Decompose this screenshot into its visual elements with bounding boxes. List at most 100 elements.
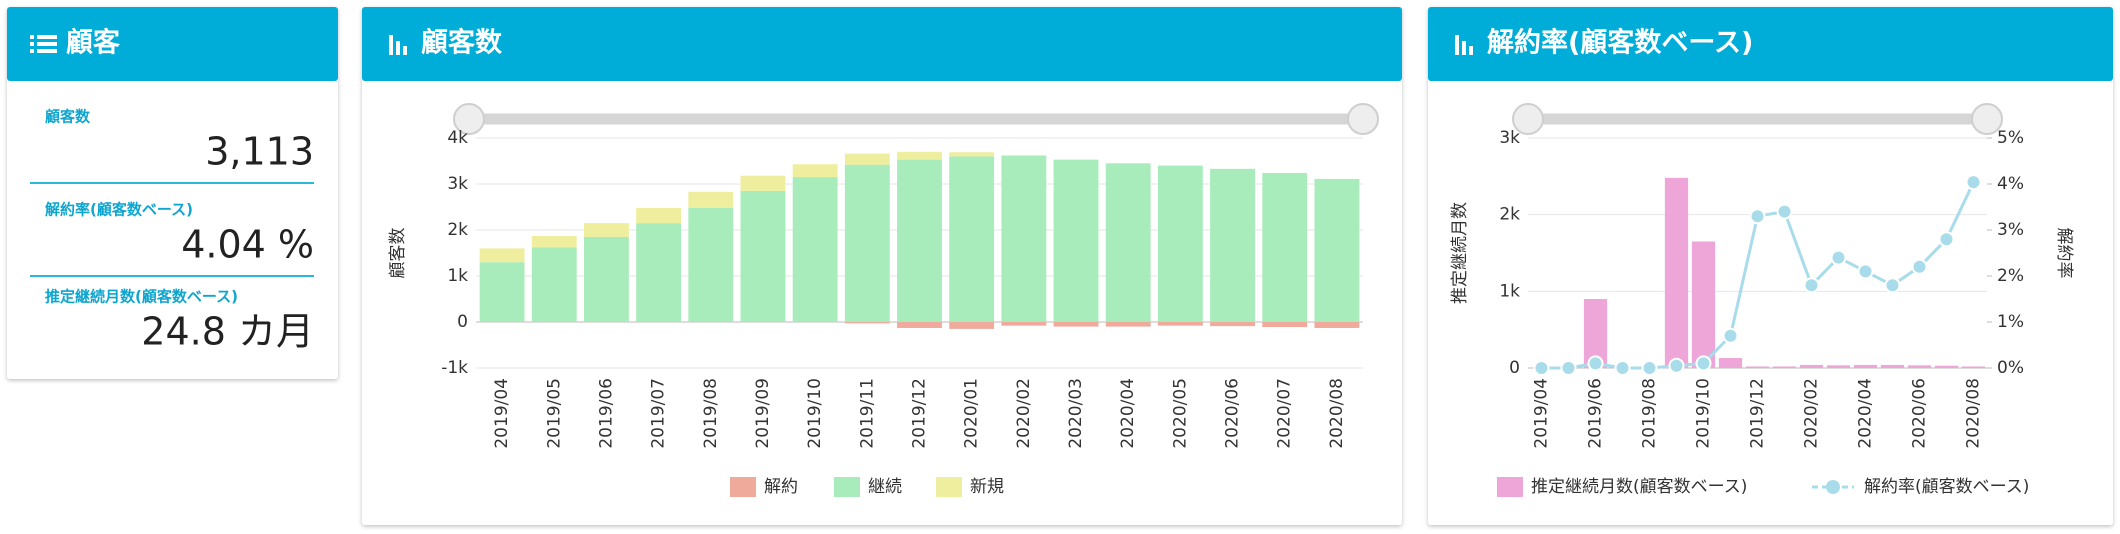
chart-card: 解約率(顧客数ベース) (1428, 7, 2113, 525)
bar (844, 322, 890, 324)
x-tick-label: 2019/05 (544, 378, 564, 449)
x-tick-label: 2019/10 (1694, 378, 1714, 449)
bar-icon (389, 35, 407, 55)
bar (1262, 172, 1308, 322)
bar (1772, 366, 1797, 368)
legend-item: 新規 (936, 477, 1004, 497)
bar (1314, 322, 1360, 328)
legend-item: 解約率(顧客数ベース) (1812, 477, 2029, 497)
y-tick-label: -1k (441, 358, 468, 378)
bar (1001, 155, 1047, 322)
y-tick-label: 3k (447, 174, 468, 194)
bar (897, 322, 942, 328)
bar (1105, 163, 1151, 322)
bar (949, 156, 995, 322)
card-header (362, 7, 1402, 81)
x-tick-label: 2019/08 (701, 378, 721, 449)
bar (1314, 178, 1360, 322)
bar (1262, 322, 1308, 328)
y2-tick-label: 2% (1997, 266, 2024, 286)
bar (1934, 365, 1959, 368)
bar (636, 207, 682, 224)
point (1857, 263, 1874, 280)
legend-swatch (1826, 480, 1840, 494)
bar (740, 175, 786, 191)
kpi-value: 3,113 (205, 130, 314, 174)
y2-tick-label: 3% (1997, 220, 2024, 240)
legend-item: 推定継続月数(顧客数ベース) (1497, 477, 1747, 497)
x-tick-label: 2019/04 (492, 378, 512, 449)
slider-handle[interactable] (1971, 103, 2003, 135)
y-tick-label: 0 (457, 312, 468, 332)
point (1911, 258, 1928, 275)
bar (1157, 322, 1203, 326)
x-tick-label: 2020/08 (1327, 378, 1347, 449)
x-tick-label: 2019/06 (596, 378, 616, 449)
bar (1907, 365, 1932, 368)
point (1560, 360, 1577, 376)
legend-label: 推定継続月数(顧客数ベース) (1531, 477, 1747, 497)
point (1938, 231, 1955, 248)
y-tick-label: 0 (1509, 358, 1520, 378)
point (1533, 360, 1550, 376)
bar (584, 236, 629, 322)
x-tick-label: 2019/07 (649, 378, 669, 449)
bar (897, 159, 942, 322)
y-tick-label: 2k (447, 220, 468, 240)
point (1884, 277, 1901, 294)
y-axis-title: 推定継続月数 (1450, 202, 1470, 304)
x-tick-label: 2020/02 (1802, 378, 1822, 449)
bar (792, 164, 838, 178)
y2-tick-label: 0% (1997, 358, 2024, 378)
bar (688, 207, 734, 322)
x-tick-label: 2019/08 (1640, 378, 1660, 449)
card-header (7, 7, 338, 81)
bar (897, 151, 942, 160)
x-tick-label: 2019/12 (910, 378, 930, 449)
y-tick-label: 2k (1499, 205, 1520, 225)
legend-swatch (936, 477, 962, 497)
bar (531, 235, 577, 248)
x-tick-label: 2019/09 (753, 378, 773, 449)
legend-label: 解約率(顧客数ベース) (1864, 477, 2029, 497)
legend-swatch (1497, 477, 1523, 497)
bar (1691, 241, 1716, 368)
bar (1853, 364, 1878, 368)
point (1830, 249, 1847, 266)
x-tick-label: 2020/03 (1066, 378, 1086, 449)
x-tick-label: 2020/06 (1910, 378, 1930, 449)
y-tick-label: 3k (1499, 128, 1520, 148)
y2-tick-label: 5% (1997, 128, 2024, 148)
slider-handle[interactable] (1347, 103, 1379, 135)
legend-item: 継続 (834, 477, 902, 497)
x-tick-label: 2020/07 (1275, 378, 1295, 449)
point (1614, 360, 1631, 376)
point (1695, 355, 1712, 372)
point (1668, 357, 1685, 374)
slider-handle[interactable] (1512, 103, 1544, 135)
x-tick-label: 2020/04 (1118, 378, 1138, 449)
bar (1210, 322, 1255, 327)
kpi-label: 顧客数 (45, 108, 91, 126)
bar (1583, 299, 1608, 368)
bar (949, 322, 995, 329)
x-tick-label: 2019/11 (857, 378, 877, 449)
point (1641, 360, 1658, 376)
bar (1826, 365, 1851, 368)
legend-label: 継続 (868, 477, 902, 497)
bar (844, 153, 890, 165)
point (1965, 174, 1982, 191)
card-bg (1428, 7, 2113, 525)
bar (531, 247, 577, 322)
bar (479, 262, 525, 322)
kpi-card: 顧客 顧客数 3,113 解約率(顧客数ベース) 4.04 % 推定継続月数(顧… (7, 7, 338, 379)
slider-handle[interactable] (453, 103, 485, 135)
kpi-label: 推定継続月数(顧客数ベース) (45, 288, 238, 306)
bar (1105, 322, 1151, 327)
card-header (1428, 7, 2113, 81)
bar (1210, 168, 1255, 322)
bar (688, 191, 734, 208)
bar (949, 152, 995, 157)
